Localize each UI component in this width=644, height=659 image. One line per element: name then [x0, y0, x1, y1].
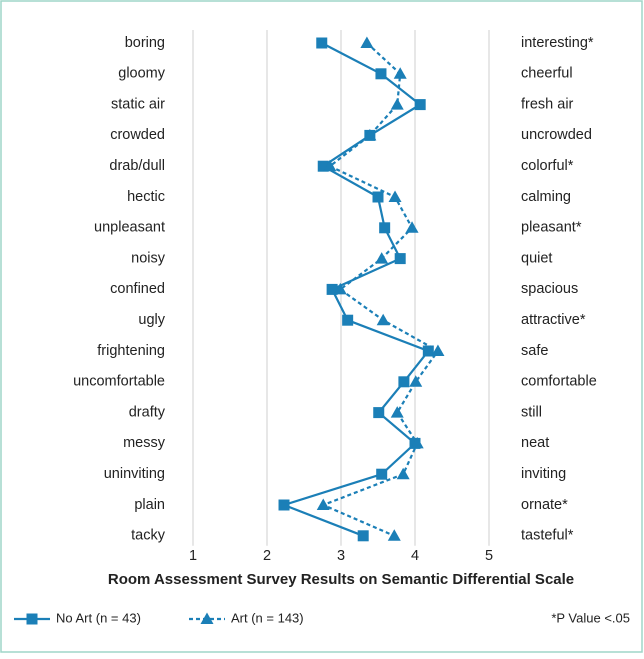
point — [422, 345, 434, 357]
point — [373, 407, 385, 419]
x-tick-label: 3 — [337, 548, 345, 564]
left-label: plain — [134, 497, 165, 513]
point — [398, 376, 410, 388]
right-label: still — [521, 404, 542, 420]
left-label: tacky — [131, 528, 166, 544]
point — [342, 314, 354, 326]
left-label: ugly — [138, 312, 165, 328]
right-label: tasteful* — [521, 528, 574, 544]
left-label: drafty — [129, 404, 166, 420]
left-label: uncomfortable — [73, 374, 165, 390]
left-label: confined — [110, 281, 165, 297]
point — [326, 283, 338, 295]
x-tick-label: 5 — [485, 548, 493, 564]
right-label: neat — [521, 435, 549, 451]
point — [333, 282, 347, 295]
point — [278, 499, 290, 511]
left-label: hectic — [127, 189, 165, 205]
left-label: unpleasant — [94, 220, 165, 236]
point — [316, 498, 330, 510]
point — [317, 160, 329, 172]
left-label: messy — [123, 435, 166, 451]
x-tick-label: 2 — [263, 548, 271, 564]
right-label: quiet — [521, 250, 552, 266]
point — [375, 68, 387, 80]
point — [410, 436, 424, 449]
right-label: calming — [521, 189, 571, 205]
left-label: boring — [125, 35, 165, 51]
right-label: inviting — [521, 466, 566, 482]
point — [393, 67, 407, 79]
point — [376, 313, 390, 326]
x-tick-label: 4 — [411, 548, 419, 564]
point — [390, 406, 404, 418]
right-label: interesting* — [521, 35, 594, 51]
point — [316, 37, 328, 49]
point — [357, 530, 369, 542]
point — [414, 99, 426, 111]
point — [376, 468, 388, 480]
point — [363, 128, 377, 141]
point — [394, 253, 406, 265]
point — [372, 191, 384, 203]
right-label: pleasant* — [521, 220, 582, 236]
point — [405, 221, 419, 233]
point — [323, 159, 337, 172]
right-label: spacious — [521, 281, 578, 297]
right-label: safe — [521, 343, 548, 359]
right-label: fresh air — [521, 96, 574, 112]
right-label: colorful* — [521, 158, 574, 174]
point — [409, 375, 423, 387]
right-label: attractive* — [521, 312, 586, 328]
left-label: uninviting — [104, 466, 165, 482]
point — [375, 252, 389, 264]
point — [360, 36, 374, 48]
left-label: gloomy — [118, 66, 165, 82]
x-tick-label: 1 — [189, 548, 197, 564]
point — [431, 344, 445, 356]
left-label: frightening — [97, 343, 165, 359]
right-label: uncrowded — [521, 127, 592, 143]
left-label: crowded — [110, 127, 165, 143]
legend-label: Art (n = 143) — [231, 610, 304, 625]
point — [379, 222, 391, 234]
note: *P Value <.05 — [551, 610, 630, 625]
legend-marker — [26, 613, 38, 625]
left-label: drab/dull — [109, 158, 165, 174]
legend-marker — [200, 612, 214, 624]
point — [388, 190, 402, 202]
left-label: noisy — [131, 250, 166, 266]
left-label: static air — [111, 96, 165, 112]
right-label: comfortable — [521, 374, 597, 390]
right-label: cheerful — [521, 66, 573, 82]
right-label: ornate* — [521, 497, 568, 513]
point — [390, 98, 404, 110]
chart-title: Room Assessment Survey Results on Semant… — [108, 571, 574, 588]
point — [387, 529, 401, 541]
legend-label: No Art (n = 43) — [56, 610, 141, 625]
point — [396, 467, 410, 480]
